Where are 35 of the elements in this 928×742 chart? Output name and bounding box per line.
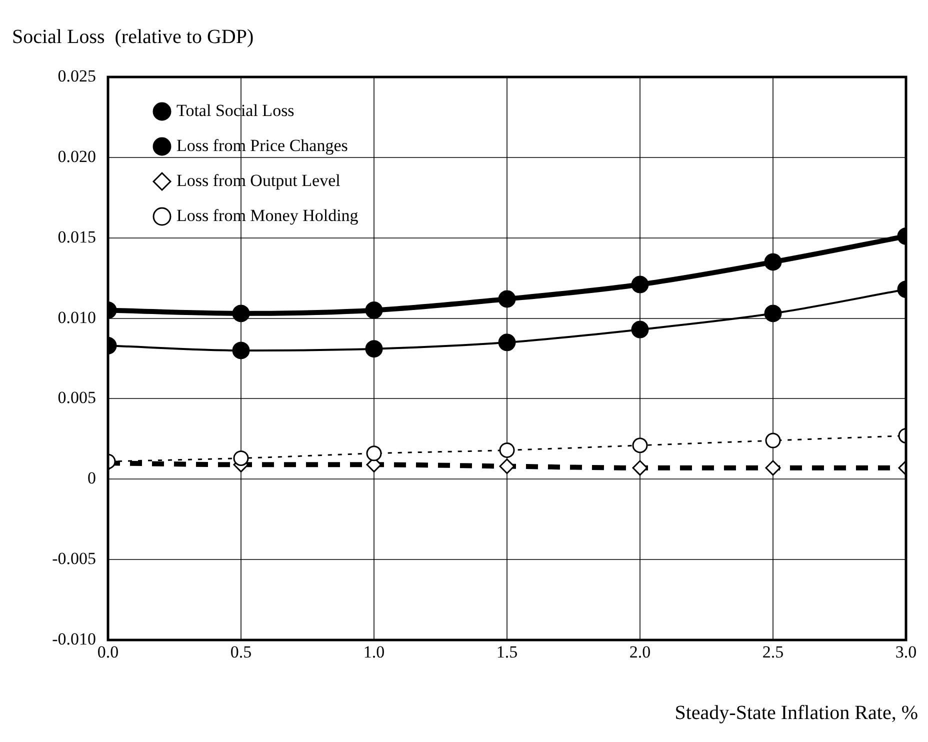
point [366,446,382,462]
y-tick-label: 0.015 [58,227,96,246]
y-tick-label: -0.010 [52,629,96,648]
point [365,301,383,319]
point [498,334,516,352]
point [631,276,649,294]
x-tick-label: 0.5 [230,642,252,662]
x-axis-title: Steady-State Inflation Rate, % [674,702,918,725]
point [499,442,515,458]
y-tick-label: 0 [88,468,96,488]
y-tick-label: 0.020 [58,146,96,166]
point [233,450,249,466]
point [232,342,250,360]
point [765,460,781,476]
point [764,304,782,322]
y-tick-label: -0.005 [52,549,96,568]
y-axis-title: Social Loss (relative to GDP) [12,26,254,49]
point [631,320,649,338]
point [765,432,781,448]
x-tick-label: 3.0 [895,642,917,662]
y-tick-label: 0.010 [58,308,96,327]
point [498,290,516,308]
point [499,458,515,474]
point [632,460,648,476]
y-tick-label: 0.025 [58,66,96,86]
point [632,438,648,454]
point [365,340,383,358]
x-tick-label: 0.0 [97,642,119,662]
y-tick-label: 0.005 [58,388,96,408]
point [232,304,250,322]
x-tick-label: 1.0 [363,642,385,662]
x-tick-label: 2.0 [629,642,651,662]
x-tick-label: 2.5 [762,642,784,662]
point [764,253,782,271]
x-tick-label: 1.5 [496,642,518,662]
